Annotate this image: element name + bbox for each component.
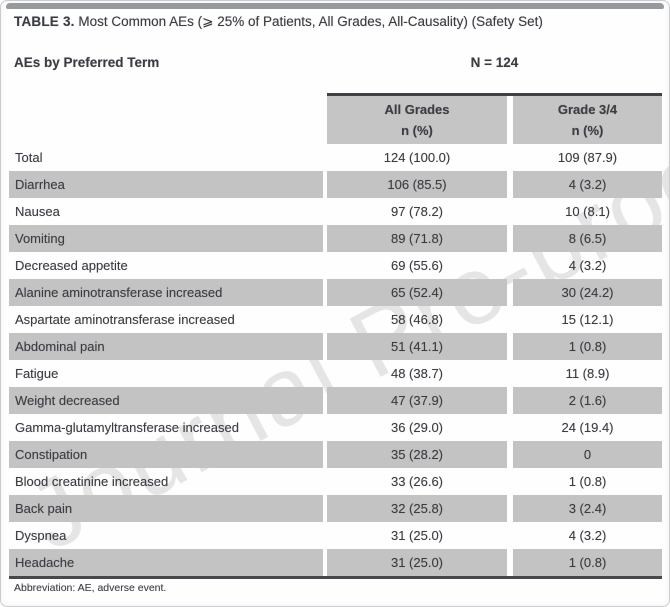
row-label: Weight decreased — [9, 387, 323, 414]
cell-grade-3-4: 10 (8.1) — [565, 204, 610, 219]
cell-grade-3-4: 1 (0.8) — [513, 333, 662, 360]
table-row: Blood creatinine increased 33 (26.6) 1 (… — [9, 468, 662, 495]
cell-all-grades: 36 (29.0) — [390, 420, 444, 435]
row-label: Abdominal pain — [9, 333, 323, 360]
cell-all-grades: 97 (78.2) — [390, 204, 444, 219]
row-label: Decreased appetite — [15, 258, 128, 273]
row-label: Fatigue — [15, 366, 59, 381]
row-label: Headache — [9, 549, 323, 576]
cell-grade-3-4: 0 — [513, 441, 662, 468]
cell-grade-3-4: 1 (0.8) — [513, 549, 662, 576]
cell-grade-3-4: 4 (3.2) — [568, 258, 607, 273]
column-title: Grade 3/4 — [557, 102, 618, 117]
cell-all-grades: 89 (71.8) — [327, 225, 507, 252]
table-row: Dyspnea 31 (25.0) 4 (3.2) — [9, 522, 662, 549]
cell-grade-3-4: 24 (19.4) — [561, 420, 614, 435]
cell-all-grades: 31 (25.0) — [327, 549, 507, 576]
row-header-label: AEs by Preferred Term — [14, 55, 160, 70]
row-label: Constipation — [9, 441, 323, 468]
table-bottom-rule — [9, 576, 662, 579]
cell-all-grades: 31 (25.0) — [390, 528, 444, 543]
table-title-number: TABLE 3. — [14, 14, 75, 29]
table-row: Constipation 35 (28.2) 0 — [9, 441, 662, 468]
row-label: Nausea — [15, 204, 60, 219]
row-label: Gamma-glutamyltransferase increased — [15, 420, 239, 435]
cell-all-grades: 33 (26.6) — [390, 474, 444, 489]
cell-all-grades: 48 (38.7) — [390, 366, 444, 381]
header-cells: All Grades n (%) Grade 3/4 n (%) — [327, 96, 662, 144]
cell-all-grades: 47 (37.9) — [327, 387, 507, 414]
cell-all-grades: 58 (46.8) — [390, 312, 444, 327]
cell-grade-3-4: 15 (12.1) — [561, 312, 614, 327]
cell-grade-3-4: 4 (3.2) — [513, 171, 662, 198]
cell-grade-3-4: 8 (6.5) — [513, 225, 662, 252]
n-total-label: N = 124 — [470, 55, 519, 70]
cell-grade-3-4: 11 (8.9) — [565, 366, 610, 381]
cell-grade-3-4: 109 (87.9) — [557, 150, 618, 165]
table-row: Headache 31 (25.0) 1 (0.8) — [9, 549, 662, 576]
table-row: Fatigue 48 (38.7) 11 (8.9) — [9, 360, 662, 387]
cell-all-grades: 51 (41.1) — [327, 333, 507, 360]
cell-all-grades: 106 (85.5) — [327, 171, 507, 198]
row-label: Aspartate aminotransferase increased — [15, 312, 235, 327]
cell-all-grades: 65 (52.4) — [327, 279, 507, 306]
table-body: Total 124 (100.0) 109 (87.9) Diarrhea 10… — [9, 144, 662, 576]
column-subtitle: n (%) — [571, 123, 604, 138]
cell-all-grades: 124 (100.0) — [383, 150, 451, 165]
column-subtitle: n (%) — [401, 123, 433, 138]
table-row: Weight decreased 47 (37.9) 2 (1.6) — [9, 387, 662, 414]
column-title: All Grades — [384, 102, 450, 117]
row-label: Vomiting — [9, 225, 323, 252]
row-label: Back pain — [9, 495, 323, 522]
row-label: Alanine aminotransferase increased — [9, 279, 323, 306]
cell-grade-3-4: 3 (2.4) — [513, 495, 662, 522]
cell-all-grades: 32 (25.8) — [327, 495, 507, 522]
row-label: Diarrhea — [9, 171, 323, 198]
cell-all-grades: 35 (28.2) — [327, 441, 507, 468]
scan-edge-bar — [6, 3, 664, 9]
table-row: Nausea 97 (78.2) 10 (8.1) — [9, 198, 662, 225]
table-row: Aspartate aminotransferase increased 58 … — [9, 306, 662, 333]
row-label: Blood creatinine increased — [15, 474, 169, 489]
table-title-text: Most Common AEs (⩾ 25% of Patients, All … — [74, 14, 543, 29]
cell-all-grades: 69 (55.6) — [390, 258, 444, 273]
table-row: Vomiting 89 (71.8) 8 (6.5) — [9, 225, 662, 252]
cell-grade-3-4: 1 (0.8) — [568, 474, 607, 489]
table-row: Alanine aminotransferase increased 65 (5… — [9, 279, 662, 306]
column-header-grade-3-4: Grade 3/4 n (%) — [513, 96, 662, 144]
column-header-all-grades: All Grades n (%) — [327, 96, 507, 144]
row-label: Total — [15, 150, 43, 165]
cell-grade-3-4: 2 (1.6) — [513, 387, 662, 414]
table-row: Back pain 32 (25.8) 3 (2.4) — [9, 495, 662, 522]
row-label: Dyspnea — [15, 528, 67, 543]
table-row: Diarrhea 106 (85.5) 4 (3.2) — [9, 171, 662, 198]
cell-grade-3-4: 4 (3.2) — [568, 528, 607, 543]
table-row: Decreased appetite 69 (55.6) 4 (3.2) — [9, 252, 662, 279]
table-row: Total 124 (100.0) 109 (87.9) — [9, 144, 662, 171]
table-title: TABLE 3. Most Common AEs (⩾ 25% of Patie… — [14, 13, 661, 30]
table-row: Abdominal pain 51 (41.1) 1 (0.8) — [9, 333, 662, 360]
abbreviation-footnote: Abbreviation: AE, adverse event. — [14, 582, 167, 594]
table-row: Gamma-glutamyltransferase increased 36 (… — [9, 414, 662, 441]
header-top-rule — [327, 93, 662, 96]
cell-grade-3-4: 30 (24.2) — [513, 279, 662, 306]
column-headers: All Grades n (%) Grade 3/4 n (%) — [327, 93, 662, 144]
